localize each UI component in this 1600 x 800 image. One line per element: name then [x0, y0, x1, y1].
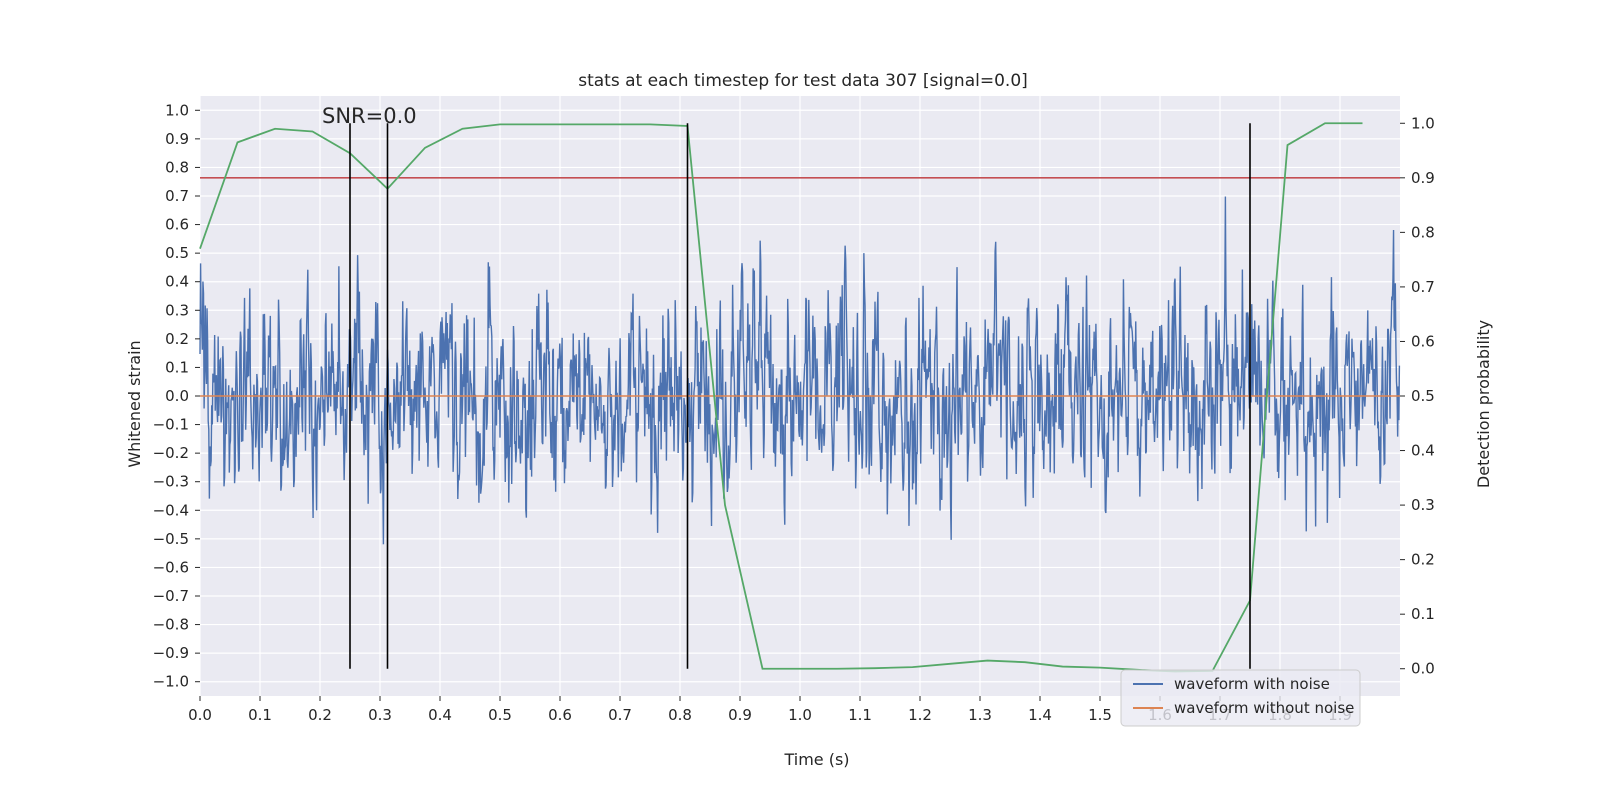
- right-y-tick-label: 0.5: [1411, 387, 1435, 405]
- left-y-tick-label: −0.4: [153, 501, 189, 519]
- left-y-tick-label: 0.5: [165, 244, 189, 262]
- right-y-axis-ticks: 1.0 0.9 0.8 0.7 0.6 0.5 0.4 0.3 0.2 0.1 0.0: [1400, 114, 1435, 678]
- chart-title: stats at each timestep for test data 307…: [578, 71, 1028, 91]
- right-y-tick-label: 0.4: [1411, 442, 1435, 460]
- left-y-tick-label: 0.0: [165, 387, 189, 405]
- left-y-tick-label: 0.1: [165, 358, 189, 376]
- right-y-tick-label: 0.3: [1411, 496, 1435, 514]
- left-y-tick-label: −0.9: [153, 644, 189, 662]
- left-y-tick-label: −0.6: [153, 558, 189, 576]
- right-y-tick-label: 0.7: [1411, 278, 1435, 296]
- left-y-tick-label: −0.5: [153, 530, 189, 548]
- right-y-tick-label: 1.0: [1411, 114, 1435, 132]
- left-y-tick-label: 1.0: [165, 101, 189, 119]
- x-tick-label: 0.5: [488, 706, 512, 724]
- left-y-tick-label: −0.3: [153, 473, 189, 491]
- legend: waveform with noise waveform without noi…: [1120, 669, 1361, 727]
- x-tick-label: 0.7: [608, 706, 632, 724]
- left-y-tick-label: −0.8: [153, 616, 189, 634]
- waveform-with-noise-series: [199, 196, 1401, 545]
- x-tick-label: 1.2: [908, 706, 932, 724]
- x-tick-label: 0.2: [308, 706, 332, 724]
- right-y-tick-label: 0.2: [1411, 551, 1435, 569]
- x-axis-ticks: 0.0 0.1 0.2 0.3 0.4 0.5 0.6 0.7 0.8 0.9 1.0 1.1 1.2 1…: [188, 696, 1352, 724]
- right-y-tick-label: 0.8: [1411, 223, 1435, 241]
- x-axis-label: Time (s): [783, 750, 849, 769]
- left-y-tick-label: −0.7: [153, 587, 189, 605]
- left-y-tick-label: 0.9: [165, 130, 189, 148]
- left-y-tick-label: 0.7: [165, 187, 189, 205]
- x-tick-label: 0.4: [428, 706, 452, 724]
- right-y-axis-label: Detection probability: [1474, 320, 1493, 488]
- left-y-tick-label: 0.4: [165, 273, 189, 291]
- x-tick-label: 0.0: [188, 706, 212, 724]
- left-y-tick-label: 0.3: [165, 301, 189, 319]
- x-tick-label: 0.1: [248, 706, 272, 724]
- x-tick-label: 0.6: [548, 706, 572, 724]
- x-tick-label: 0.3: [368, 706, 392, 724]
- x-tick-label: 1.3: [968, 706, 992, 724]
- left-y-axis-ticks: 1.0 0.9 0.8 0.7 0.6 0.5 0.4 0.3 0.2 0.1 0.0 −0.1 −0.…: [153, 101, 200, 691]
- snr-annotation: SNR=0.0: [322, 104, 417, 128]
- right-y-tick-label: 0.6: [1411, 332, 1435, 350]
- x-tick-label: 1.1: [848, 706, 872, 724]
- legend-box: [1120, 669, 1361, 727]
- x-tick-label: 0.8: [668, 706, 692, 724]
- x-tick-label: 1.5: [1088, 706, 1112, 724]
- left-y-axis-label: Whitened strain: [125, 340, 144, 467]
- noise-line: [199, 196, 1401, 545]
- legend-label-noise: waveform with noise: [1174, 675, 1330, 693]
- left-y-tick-label: −1.0: [153, 673, 189, 691]
- left-y-tick-label: −0.1: [153, 416, 189, 434]
- left-y-tick-label: 0.6: [165, 216, 189, 234]
- vertical-markers: [349, 123, 1251, 669]
- legend-label-clean: waveform without noise: [1174, 699, 1354, 717]
- x-tick-label: 1.4: [1028, 706, 1052, 724]
- right-y-tick-label: 0.0: [1411, 660, 1435, 678]
- x-tick-label: 0.9: [728, 706, 752, 724]
- x-tick-label: 1.0: [788, 706, 812, 724]
- left-y-tick-label: −0.2: [153, 444, 189, 462]
- right-y-tick-label: 0.9: [1411, 169, 1435, 187]
- left-y-tick-label: 0.2: [165, 330, 189, 348]
- left-y-tick-label: 0.8: [165, 158, 189, 176]
- right-y-tick-label: 0.1: [1411, 605, 1435, 623]
